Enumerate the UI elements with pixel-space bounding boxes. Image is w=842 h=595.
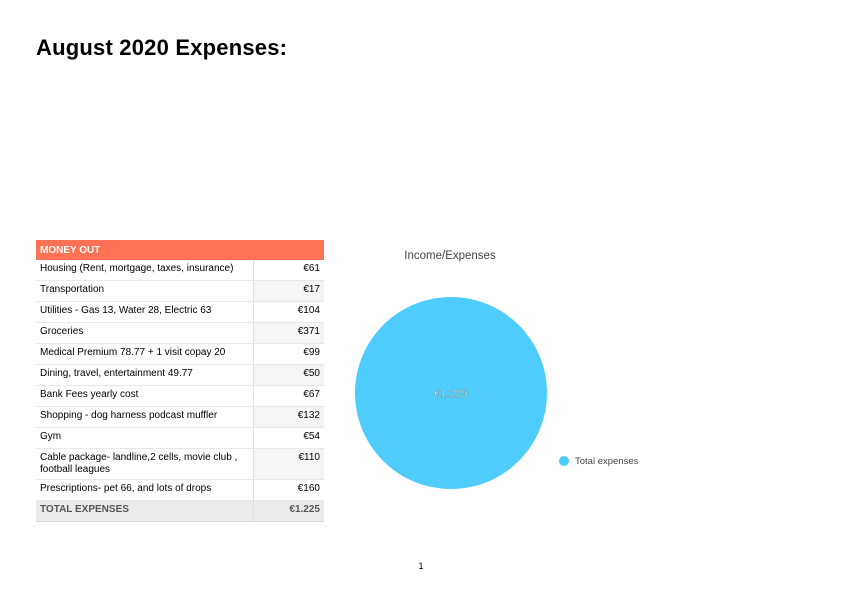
table-row: Gym €54 [36,427,324,449]
pie-slice [355,297,547,489]
chart-title: Income/Expenses [404,250,496,262]
table-row: Groceries €371 [36,322,324,344]
expense-amount: €104 [253,301,324,323]
expense-amount: €110 [253,448,324,480]
expense-amount: €50 [253,364,324,386]
expense-label: Groceries [36,322,254,344]
slice-data-label: €1.225 [434,388,468,400]
legend-swatch [559,456,569,466]
expense-label: Shopping - dog harness podcast muffler [36,406,254,428]
table-row: Medical Premium 78.77 + 1 visit copay 20… [36,343,324,365]
expense-label: Gym [36,427,254,449]
table-row: Cable package- landline,2 cells, movie c… [36,448,324,480]
table-row: Housing (Rent, mortgage, taxes, insuranc… [36,260,324,281]
total-row: TOTAL EXPENSES €1.225 [36,500,324,522]
legend-label: Total expenses [575,456,639,467]
expense-label: Utilities - Gas 13, Water 28, Electric 6… [36,301,254,323]
expense-amount: €17 [253,280,324,302]
expense-label: Cable package- landline,2 cells, movie c… [36,448,254,480]
expense-amount: €132 [253,406,324,428]
table-header-row: MONEY OUT [36,240,324,260]
expense-label: Dining, travel, entertainment 49.77 [36,364,254,386]
table-row: Prescriptions- pet 66, and lots of drops… [36,479,324,501]
table-row: Transportation €17 [36,280,324,302]
table-header: MONEY OUT [36,240,324,260]
table-row: Bank Fees yearly cost €67 [36,385,324,407]
expense-amount: €99 [253,343,324,365]
expense-label: Transportation [36,280,254,302]
expense-amount: €54 [253,427,324,449]
total-label: TOTAL EXPENSES [36,500,254,522]
expense-label: Prescriptions- pet 66, and lots of drops [36,479,254,501]
expense-amount: €67 [253,385,324,407]
expense-amount: €371 [253,322,324,344]
pie-chart: Income/Expenses €1.225 Total expenses [355,250,639,489]
page-title: August 2020 Expenses: [36,35,288,60]
expense-amount: €61 [253,260,324,281]
chart-legend: Total expenses [559,456,639,467]
table-body: Housing (Rent, mortgage, taxes, insuranc… [36,260,324,522]
expense-label: Housing (Rent, mortgage, taxes, insuranc… [36,260,254,281]
table-row: Dining, travel, entertainment 49.77 €50 [36,364,324,386]
pie-slices: €1.225 [355,297,547,489]
page-number: 1 [418,561,424,571]
expenses-table: MONEY OUT Housing (Rent, mortgage, taxes… [36,240,324,522]
total-amount: €1.225 [253,500,324,522]
table-row: Utilities - Gas 13, Water 28, Electric 6… [36,301,324,323]
expense-label: Bank Fees yearly cost [36,385,254,407]
expense-label: Medical Premium 78.77 + 1 visit copay 20 [36,343,254,365]
table-row: Shopping - dog harness podcast muffler €1… [36,406,324,428]
expense-amount: €160 [253,479,324,501]
